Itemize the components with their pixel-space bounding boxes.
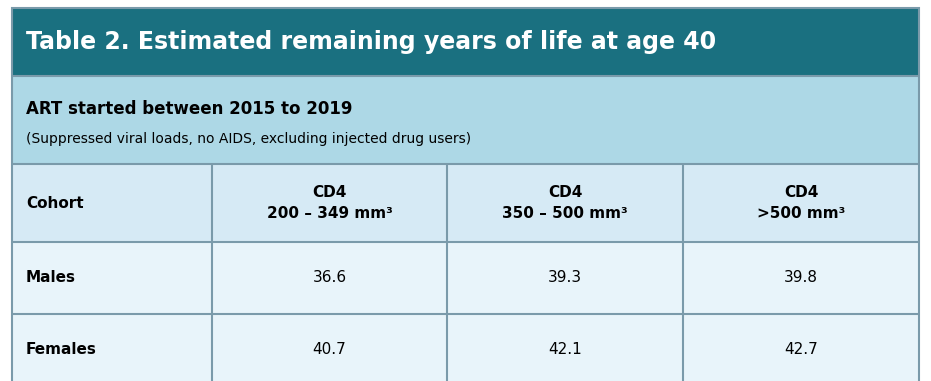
Bar — [12, 8, 919, 76]
Text: Females: Females — [26, 343, 97, 357]
Text: (Suppressed viral loads, no AIDS, excluding injected drug users): (Suppressed viral loads, no AIDS, exclud… — [26, 132, 471, 146]
Bar — [448, 242, 683, 314]
Text: Males: Males — [26, 271, 76, 285]
Text: Table 2. Estimated remaining years of life at age 40: Table 2. Estimated remaining years of li… — [26, 30, 716, 54]
Bar — [683, 164, 919, 242]
Bar — [12, 164, 211, 242]
Text: 39.8: 39.8 — [784, 271, 818, 285]
Bar — [12, 314, 211, 381]
Text: Cohort: Cohort — [26, 195, 84, 210]
Bar — [12, 242, 211, 314]
Text: CD4
350 – 500 mm³: CD4 350 – 500 mm³ — [503, 185, 628, 221]
Text: 40.7: 40.7 — [313, 343, 346, 357]
Text: CD4
200 – 349 mm³: CD4 200 – 349 mm³ — [266, 185, 392, 221]
Bar — [683, 314, 919, 381]
Bar — [211, 164, 448, 242]
Text: 39.3: 39.3 — [548, 271, 582, 285]
Bar — [12, 76, 919, 164]
Bar — [211, 314, 448, 381]
Text: CD4
>500 mm³: CD4 >500 mm³ — [757, 185, 845, 221]
Text: 36.6: 36.6 — [313, 271, 346, 285]
Text: 42.1: 42.1 — [548, 343, 582, 357]
Bar — [448, 314, 683, 381]
Bar — [448, 164, 683, 242]
Text: 42.7: 42.7 — [784, 343, 818, 357]
Text: ART started between 2015 to 2019: ART started between 2015 to 2019 — [26, 101, 353, 118]
Bar — [211, 242, 448, 314]
Bar — [683, 242, 919, 314]
